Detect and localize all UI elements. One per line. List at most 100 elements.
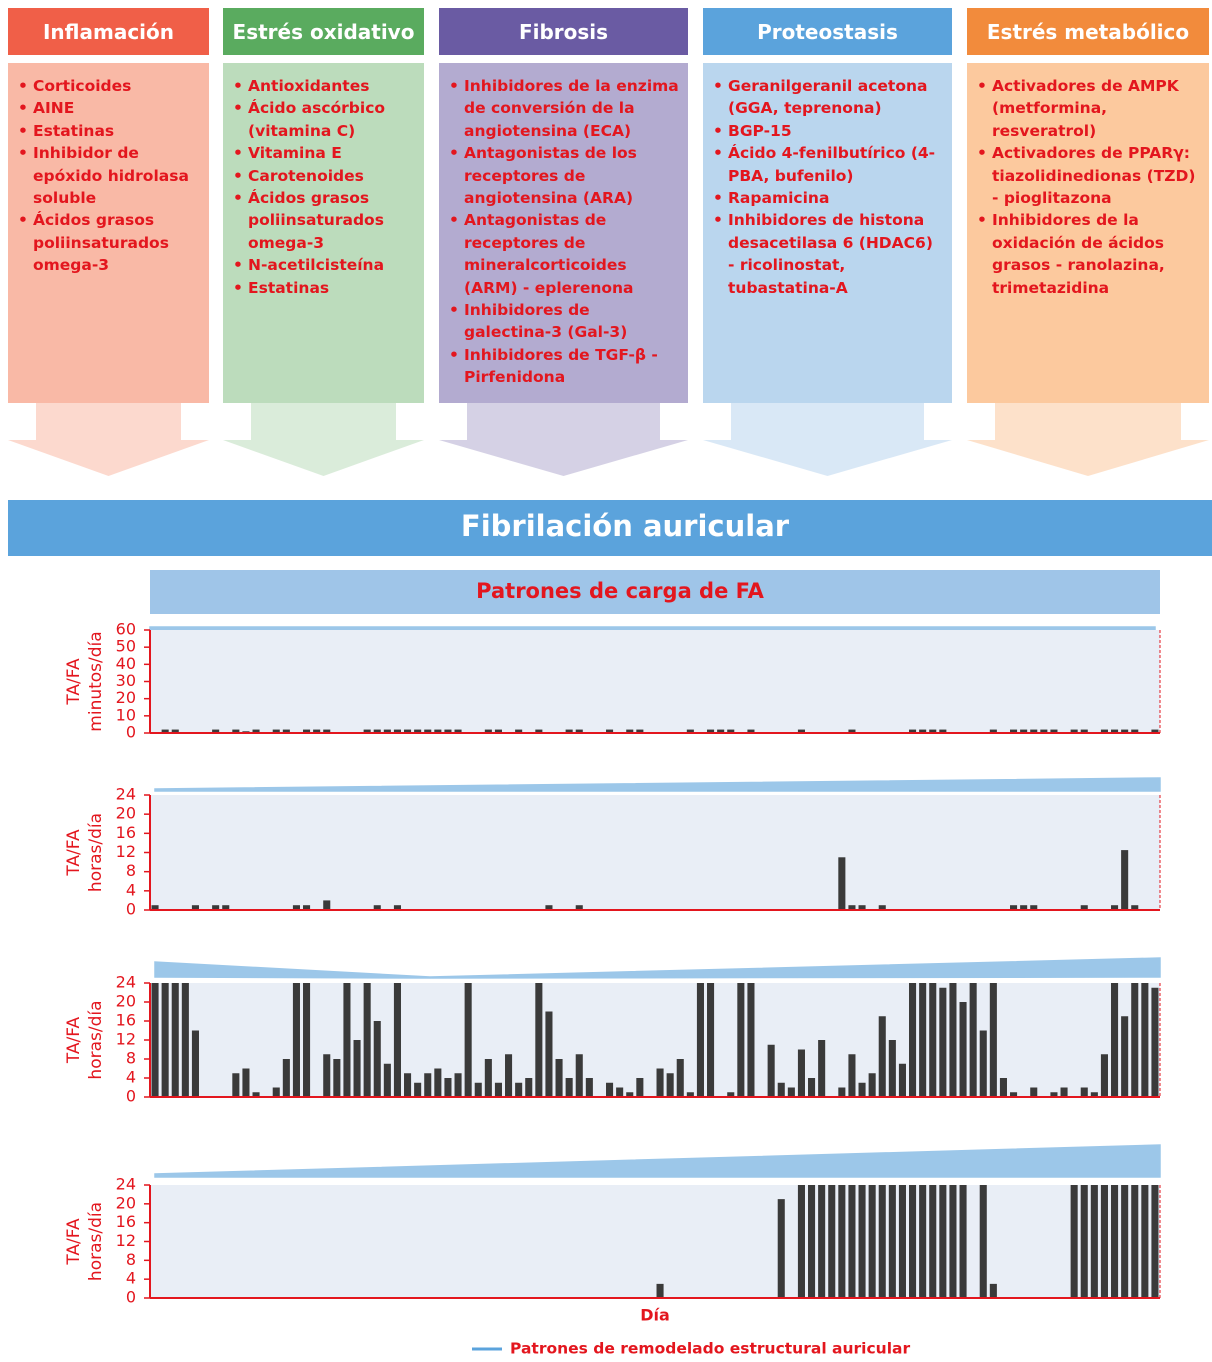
bar <box>989 729 997 733</box>
bar <box>585 1078 593 1097</box>
bar <box>939 987 947 1097</box>
bar <box>535 983 543 1097</box>
bar <box>1010 1092 1018 1097</box>
bar <box>868 1185 876 1298</box>
column-title: Estrés oxidativo <box>223 8 424 55</box>
bar <box>1050 729 1058 733</box>
y-label: TA/FA <box>64 829 84 877</box>
bar <box>909 983 917 1097</box>
y-unit: minutos/día <box>86 631 106 731</box>
bar <box>515 1082 523 1097</box>
y-tick-label: 30 <box>116 671 136 690</box>
x-label: Día <box>640 1306 670 1325</box>
y-tick-label: 16 <box>116 1011 136 1030</box>
bar <box>494 729 502 733</box>
item: AINE <box>18 97 201 120</box>
bar <box>727 1092 735 1097</box>
item: Inhibidores de la oxidación de ácidos gr… <box>977 209 1201 299</box>
y-unit: horas/día <box>86 813 106 892</box>
bar <box>313 729 321 733</box>
column-body: AntioxidantesÁcido ascórbico (vitamina C… <box>223 63 424 403</box>
bar <box>707 983 715 1097</box>
bar <box>1030 1087 1038 1097</box>
bar <box>323 900 331 910</box>
bar <box>1131 729 1139 733</box>
item: BGP-15 <box>713 120 944 143</box>
bar <box>686 729 694 733</box>
item: Carotenoides <box>233 165 416 188</box>
bar <box>818 1040 826 1097</box>
bar <box>484 729 492 733</box>
bar <box>939 1185 947 1298</box>
bar <box>373 1021 381 1097</box>
bar <box>363 983 371 1097</box>
banner: Fibrilación auricular <box>461 509 790 543</box>
bar <box>838 1185 846 1298</box>
bar <box>565 729 573 733</box>
bar <box>1030 729 1038 733</box>
bar <box>525 1078 533 1097</box>
bar <box>707 729 715 733</box>
column-body: CorticoidesAINEEstatinasInhibidor de epó… <box>8 63 209 403</box>
bar <box>414 1082 422 1097</box>
bar <box>696 983 704 1097</box>
bar <box>393 729 401 733</box>
item: Geranilgeranil acetona (GGA, teprenona) <box>713 75 944 120</box>
bar <box>1111 905 1119 910</box>
y-tick-label: 12 <box>116 842 136 861</box>
bar <box>848 1054 856 1097</box>
bar <box>252 729 260 733</box>
bar <box>212 905 220 910</box>
bar <box>565 1078 573 1097</box>
bar <box>858 1185 866 1298</box>
y-tick-label: 40 <box>116 654 136 673</box>
y-tick-label: 4 <box>126 1068 136 1087</box>
item: Activadores de PPARγ: tiazolidinedionas … <box>977 142 1201 209</box>
bar <box>929 983 937 1097</box>
y-tick-label: 60 <box>116 620 136 639</box>
y-label: TA/FA <box>64 1218 84 1266</box>
bar <box>555 1059 563 1097</box>
bar <box>666 1073 674 1097</box>
bar <box>575 905 583 910</box>
bar <box>1060 1087 1068 1097</box>
bar <box>727 729 735 733</box>
bar <box>929 1185 937 1298</box>
bar <box>1141 983 1149 1097</box>
bar <box>171 729 179 733</box>
bar <box>989 1283 997 1298</box>
column: Estrés metabólico Activadores de AMPK (me… <box>967 8 1209 403</box>
item: Vitamina E <box>233 142 416 165</box>
bar <box>1121 1016 1129 1097</box>
bar <box>383 1063 391 1097</box>
bar <box>848 905 856 910</box>
y-tick-label: 0 <box>126 723 136 742</box>
bar <box>232 729 240 733</box>
bar <box>353 1040 361 1097</box>
bar <box>1080 1185 1088 1298</box>
arrow <box>703 395 952 476</box>
item: Ácidos grasos poliinsaturados omega-3 <box>233 187 416 254</box>
bar <box>373 729 381 733</box>
bar <box>939 729 947 733</box>
y-tick-label: 20 <box>116 804 136 823</box>
arrow <box>967 395 1209 476</box>
bar <box>343 983 351 1097</box>
bar <box>747 983 755 1097</box>
y-tick-label: 16 <box>116 823 136 842</box>
bar <box>454 729 462 733</box>
column-body: Activadores de AMPK (metformina, resvera… <box>967 63 1209 403</box>
bar <box>878 905 886 910</box>
arrow <box>223 395 424 476</box>
section-bg <box>150 570 1160 614</box>
bar <box>616 1087 624 1097</box>
bar <box>1131 1185 1139 1298</box>
bar <box>282 729 290 733</box>
bar <box>898 1063 906 1097</box>
bar <box>979 1030 987 1097</box>
bar <box>1151 987 1159 1097</box>
y-tick-label: 8 <box>126 861 136 880</box>
bar <box>151 905 159 910</box>
bar <box>424 1073 432 1097</box>
